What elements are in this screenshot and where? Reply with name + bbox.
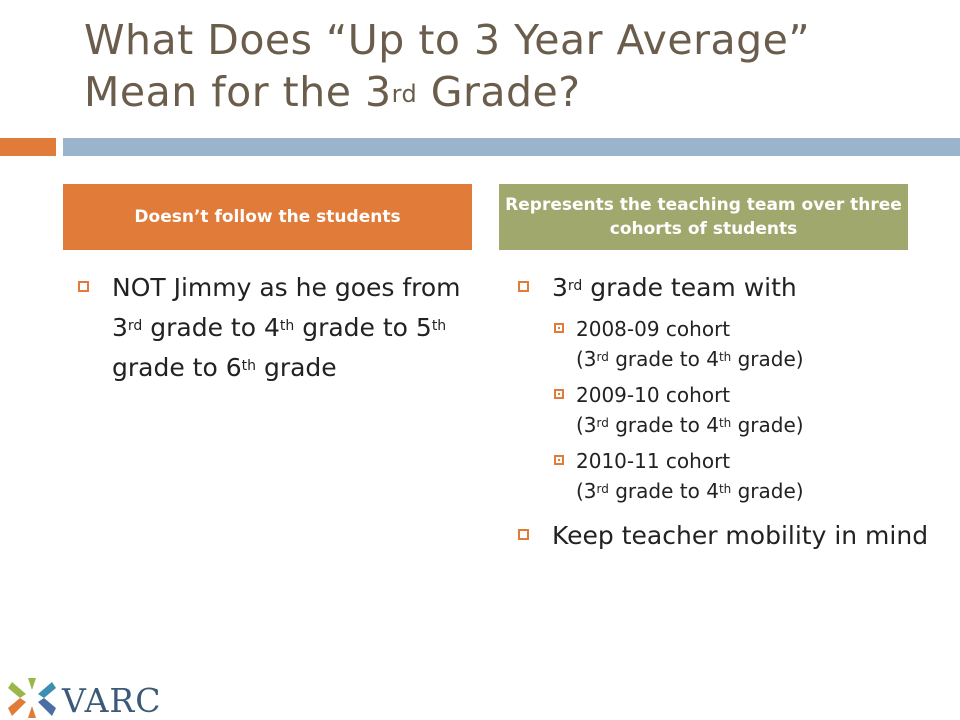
- cohort-detail-sup-1: rd: [596, 482, 609, 496]
- logo-mark: [8, 678, 56, 718]
- cohort-detail-sup-1: rd: [596, 416, 609, 430]
- logo-text: VARC: [62, 681, 162, 720]
- cohort-detail-text-3: grade): [731, 347, 804, 371]
- right-bullet-1-text-2: grade team with: [582, 273, 797, 302]
- cohort-detail-sup-2: th: [718, 350, 732, 364]
- cohort-name: 2010-11 cohort: [576, 449, 731, 473]
- title-line-1: What Does “Up to 3 Year Average”: [84, 16, 811, 64]
- cohort-detail: (3rd grade to 4th grade): [576, 476, 938, 506]
- left-bullet-text-1: NOT Jimmy as he goes from 3: [112, 273, 461, 342]
- right-bullet-1-text-1: 3: [552, 273, 568, 302]
- accent-bar-blue: [63, 138, 960, 156]
- title-superscript: rd: [391, 80, 418, 108]
- cohort-detail: (3rd grade to 4th grade): [576, 344, 938, 374]
- left-bullet-sup-4: th: [241, 358, 256, 374]
- square-bullet-icon: [78, 281, 89, 292]
- cohort-detail-text-2: grade to 4: [608, 347, 719, 371]
- right-bullet-1-sup: rd: [567, 278, 583, 294]
- cohort-detail-sup-1: rd: [596, 350, 609, 364]
- cohort-detail-text-2: grade to 4: [608, 479, 719, 503]
- cohort-name: 2009-10 cohort: [576, 383, 731, 407]
- left-bullet-sup-1: rd: [127, 318, 143, 334]
- cohort-item: 2009-10 cohort (3rd grade to 4th grade): [518, 380, 938, 440]
- left-bullet-sup-2: th: [279, 318, 295, 334]
- left-bullet-text-2: grade to 4: [142, 313, 280, 342]
- cohort-detail-text-2: grade to 4: [608, 413, 719, 437]
- right-bullet-2-text: Keep teacher mobility in mind: [552, 521, 929, 550]
- right-column: 3rd grade team with 2008-09 cohort (3rd …: [518, 268, 938, 556]
- accent-bar-orange: [0, 138, 56, 156]
- cohort-detail-text-3: grade): [731, 479, 804, 503]
- title-line-2-text: Mean for the 3: [84, 68, 392, 116]
- left-bullet-text-4: grade to 6: [112, 353, 242, 382]
- varc-logo-icon: [8, 678, 56, 718]
- square-bullet-icon: [518, 529, 529, 540]
- left-column: NOT Jimmy as he goes from 3rd grade to 4…: [78, 268, 478, 388]
- cohort-name: 2008-09 cohort: [576, 317, 731, 341]
- cohort-detail-sup-2: th: [718, 482, 732, 496]
- left-bullet: NOT Jimmy as he goes from 3rd grade to 4…: [78, 268, 478, 388]
- left-bullet-sup-3: th: [431, 318, 447, 334]
- small-square-bullet-icon: [554, 389, 564, 399]
- cohort-item: 2010-11 cohort (3rd grade to 4th grade): [518, 446, 938, 506]
- cohort-detail-text-1: (3: [576, 347, 597, 371]
- square-bullet-icon: [518, 281, 529, 292]
- slide-title: What Does “Up to 3 Year Average” Mean fo…: [84, 14, 944, 118]
- left-bullet-text-3: grade to 5: [294, 313, 432, 342]
- cohort-detail-text-1: (3: [576, 413, 597, 437]
- cohort-item: 2008-09 cohort (3rd grade to 4th grade): [518, 314, 938, 374]
- title-line-2: Mean for the 3rd Grade?: [84, 66, 944, 118]
- right-bullet-1: 3rd grade team with: [518, 268, 938, 308]
- title-line-2-end: Grade?: [417, 68, 581, 116]
- left-bullet-text-5: grade: [256, 353, 337, 382]
- cohort-detail-text-3: grade): [731, 413, 804, 437]
- cohort-detail-text-1: (3: [576, 479, 597, 503]
- spacer: [518, 506, 938, 516]
- small-square-bullet-icon: [554, 323, 564, 333]
- cohort-detail: (3rd grade to 4th grade): [576, 410, 938, 440]
- small-square-bullet-icon: [554, 455, 564, 465]
- cohort-detail-sup-2: th: [718, 416, 732, 430]
- right-column-header: Represents the teaching team over three …: [499, 184, 908, 250]
- left-column-header: Doesn’t follow the students: [63, 184, 472, 250]
- right-bullet-2: Keep teacher mobility in mind: [518, 516, 938, 556]
